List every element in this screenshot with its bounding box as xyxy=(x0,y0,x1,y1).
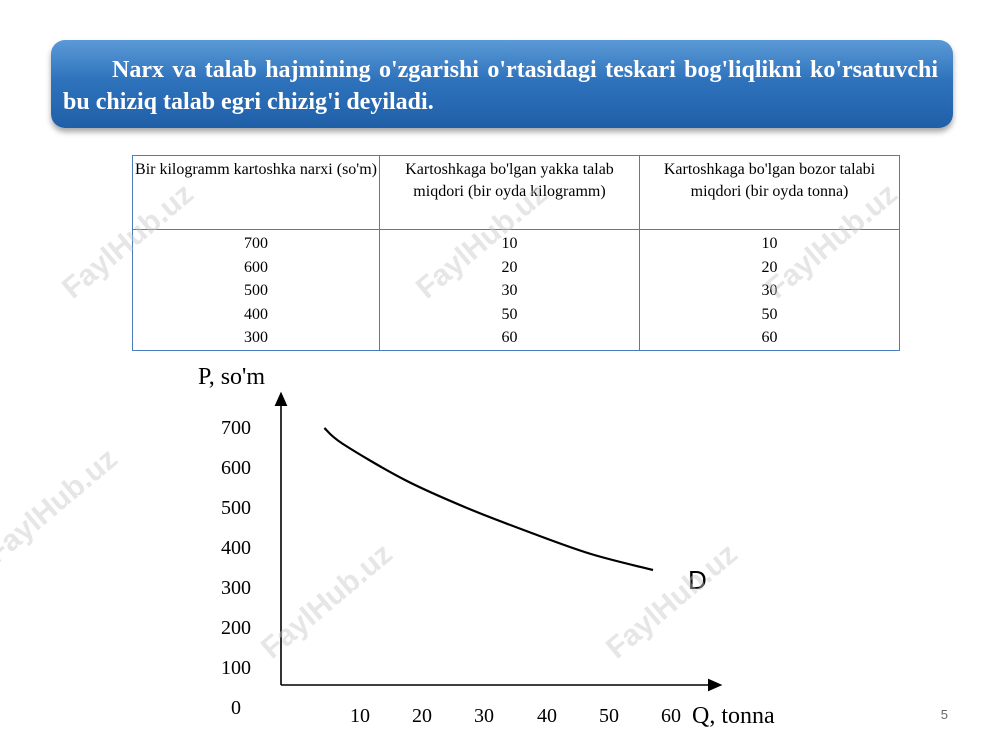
x-tick-label: 40 xyxy=(537,705,557,727)
table-cell: 300 xyxy=(244,329,268,346)
y-tick-label: 700 xyxy=(221,417,251,439)
x-tick-label: 60 xyxy=(661,705,681,727)
table-cell: 500 xyxy=(244,282,268,299)
x-tick-label: 20 xyxy=(412,705,432,727)
x-axis-label: Q, tonna xyxy=(692,703,775,729)
table-cell: 600 xyxy=(244,258,268,276)
y-tick-label: 300 xyxy=(221,577,251,599)
table-header-row: Bir kilogramm kartoshka narxi (so'm) Kar… xyxy=(132,155,900,230)
table-cell: 60 xyxy=(761,329,778,346)
table-cell: 30 xyxy=(501,282,518,299)
table-cell: 30 xyxy=(761,282,778,299)
y-tick-label: 0 xyxy=(231,697,241,719)
table-column-market-demand: 10 20 30 50 60 xyxy=(639,229,900,351)
table-cell: 10 xyxy=(761,235,778,252)
y-axis-label: P, so'm xyxy=(198,364,266,390)
table-header-cell: Kartoshkaga bo'lgan bozor talabi miqdori… xyxy=(639,155,900,230)
y-tick-label: 600 xyxy=(221,457,251,479)
x-tick-label: 30 xyxy=(474,705,494,727)
banner-text: Narx va talab hajmining o'zgarishi o'rta… xyxy=(63,57,938,115)
title-banner xyxy=(51,40,953,128)
x-tick-label: 10 xyxy=(350,705,370,727)
page-number: 5 xyxy=(940,707,948,722)
table-cell: 400 xyxy=(244,305,268,323)
watermark: FaylHub.uz xyxy=(255,537,399,666)
table-cell: 20 xyxy=(761,258,778,276)
table-cell: 10 xyxy=(501,235,518,252)
table-column-price: 700 600 500 400 300 xyxy=(132,229,380,351)
watermark: FaylHub.uz xyxy=(600,537,744,666)
table-header-cell: Kartoshkaga bo'lgan yakka talab miqdori … xyxy=(379,155,640,230)
demand-table: Bir kilogramm kartoshka narxi (so'm) Kar… xyxy=(132,155,900,351)
table-cell: 60 xyxy=(501,329,518,346)
x-tick-label: 50 xyxy=(599,705,619,727)
curve-label-d: D xyxy=(688,565,707,595)
watermark: FaylHub.uz xyxy=(0,442,124,571)
table-cell: 50 xyxy=(761,305,778,323)
table-body-row: 700 600 500 400 300 10 20 30 50 60 10 20… xyxy=(132,229,900,351)
table-column-individual-demand: 10 20 30 50 60 xyxy=(379,229,640,351)
y-tick-label: 500 xyxy=(221,497,251,519)
table-header-cell: Bir kilogramm kartoshka narxi (so'm) xyxy=(132,155,380,230)
demand-curve-line xyxy=(323,427,654,572)
table-cell: 50 xyxy=(501,305,518,323)
y-tick-label: 400 xyxy=(221,537,251,559)
table-cell: 20 xyxy=(501,258,518,276)
y-tick-label: 100 xyxy=(221,657,251,679)
y-tick-label: 200 xyxy=(221,617,251,639)
table-cell: 700 xyxy=(244,235,268,252)
